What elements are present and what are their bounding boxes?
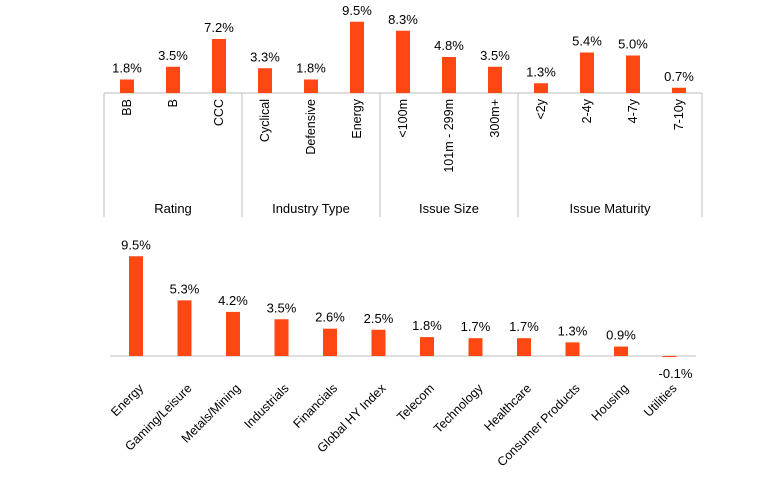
bar-energy (129, 256, 143, 356)
data-label-healthcare: 1.7% (509, 319, 539, 334)
group-label-industry-type: Industry Type (272, 201, 350, 216)
data-label-101m-299m: 4.8% (434, 38, 464, 53)
bar-gaming-leisure (177, 300, 192, 356)
bar-b (166, 66, 180, 93)
bar-utilities (662, 356, 677, 358)
tick-label-100m: <100m (396, 99, 410, 138)
data-label-consumer-products: 1.3% (558, 323, 588, 338)
tick-label-technology: Technology (431, 381, 486, 436)
bar-2-4y (580, 52, 594, 93)
data-label-4-7y: 5.0% (618, 37, 648, 52)
bar-bb (120, 79, 134, 93)
data-label-b: 3.5% (158, 48, 188, 63)
data-label-ccc: 7.2% (204, 20, 234, 35)
data-label-metals-mining: 4.2% (218, 293, 248, 308)
bar-global-hy-index (371, 329, 386, 356)
tick-label-2-4y: 2-4y (580, 98, 594, 123)
tick-label-bb: BB (120, 99, 134, 116)
tick-label-utilities: Utilities (641, 381, 679, 419)
data-label-300m: 3.5% (480, 48, 510, 63)
group-label-issue-maturity: Issue Maturity (570, 201, 651, 216)
tick-label-consumer-products: Consumer Products (495, 381, 583, 469)
tick-label-2y: <2y (534, 98, 548, 119)
tick-label-financials: Financials (290, 381, 340, 431)
tick-label-7-10y: 7-10y (672, 98, 686, 130)
bar-defensive (304, 79, 318, 93)
tick-label-300m: 300m+ (488, 99, 502, 138)
data-label-energy: 9.5% (121, 237, 151, 252)
data-label-7-10y: 0.7% (664, 69, 694, 84)
bar-300m (488, 66, 502, 93)
bar-metals-mining (226, 311, 240, 356)
data-label-global-hy-index: 2.5% (364, 311, 394, 326)
bar-telecom (420, 337, 434, 356)
group-label-issue-size: Issue Size (419, 201, 479, 216)
bar-industrials (274, 319, 289, 356)
data-label-gaming-leisure: 5.3% (170, 281, 200, 296)
tick-label-energy: Energy (108, 381, 146, 419)
data-label-utilities: -0.1% (659, 366, 693, 381)
bar-energy (350, 21, 364, 93)
data-label-2-4y: 5.4% (572, 34, 602, 49)
bar-technology (468, 338, 483, 356)
data-label-industrials: 3.5% (267, 300, 297, 315)
data-label-bb: 1.8% (112, 61, 142, 76)
tick-label-industrials: Industrials (241, 381, 291, 431)
tick-label-101m-299m: 101m - 299m (442, 99, 456, 173)
bar-financials (323, 328, 337, 356)
data-label-energy: 9.5% (342, 3, 372, 18)
bar-ccc (212, 39, 226, 93)
bar-100m (396, 30, 410, 93)
data-label-100m: 8.3% (388, 12, 418, 27)
bar-4-7y (626, 55, 640, 93)
data-label-telecom: 1.8% (412, 318, 442, 333)
tick-label-energy: Energy (350, 98, 364, 138)
data-label-housing: 0.9% (606, 328, 636, 343)
bar-7-10y (672, 87, 686, 93)
bar-101m-299m (442, 57, 456, 93)
data-label-2y: 1.3% (526, 64, 556, 79)
data-label-defensive: 1.8% (296, 61, 326, 76)
data-label-cyclical: 3.3% (250, 49, 280, 64)
tick-label-b: B (166, 99, 180, 107)
bar-2y (534, 83, 548, 93)
data-label-technology: 1.7% (461, 319, 491, 334)
tick-label-4-7y: 4-7y (626, 98, 640, 123)
tick-label-telecom: Telecom (394, 381, 437, 424)
tick-label-ccc: CCC (212, 99, 226, 126)
tick-label-defensive: Defensive (304, 99, 318, 155)
tick-label-healthcare: Healthcare (481, 381, 534, 434)
bar-consumer-products (565, 342, 580, 356)
bar-cyclical (258, 68, 272, 93)
bar-healthcare (517, 338, 531, 356)
bar-housing (614, 346, 628, 356)
group-label-rating: Rating (154, 201, 192, 216)
data-label-financials: 2.6% (315, 310, 345, 325)
tick-label-cyclical: Cyclical (258, 99, 272, 142)
tick-label-housing: Housing (589, 381, 631, 423)
